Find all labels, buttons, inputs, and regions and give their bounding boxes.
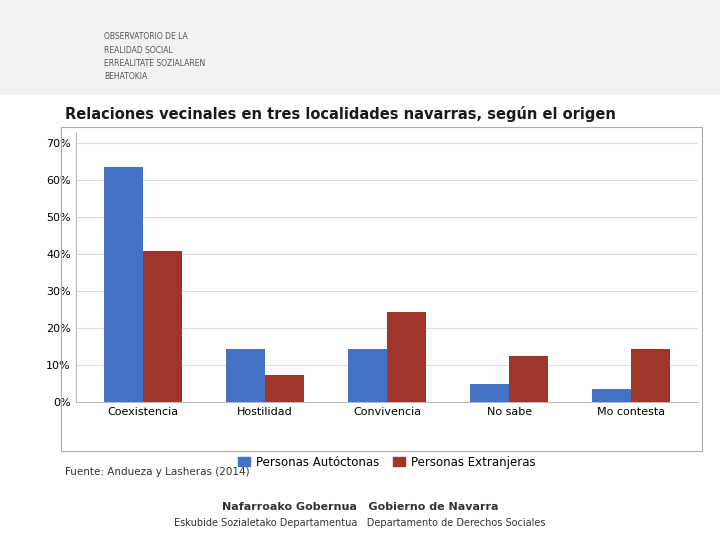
Text: Relaciones vecinales en tres localidades navarras, según el origen: Relaciones vecinales en tres localidades… [65, 105, 616, 122]
Text: Nafarroako Gobernua   Gobierno de Navarra: Nafarroako Gobernua Gobierno de Navarra [222, 502, 498, 511]
Text: Fuente: Andueza y Lasheras (2014): Fuente: Andueza y Lasheras (2014) [65, 467, 249, 477]
Text: OBSERVATORIO DE LA
REALIDAD SOCIAL
ERREALITATE SOZIALAREN
BEHATOKIA: OBSERVATORIO DE LA REALIDAD SOCIAL ERREA… [104, 32, 206, 81]
Legend: Personas Autóctonas, Personas Extranjeras: Personas Autóctonas, Personas Extranjera… [233, 451, 541, 474]
Text: Eskubide Sozialetako Departamentua   Departamento de Derechos Sociales: Eskubide Sozialetako Departamentua Depar… [174, 518, 546, 528]
Bar [592, 389, 631, 402]
Bar [265, 375, 304, 402]
Bar [104, 167, 143, 402]
Bar [470, 384, 509, 402]
Bar [348, 349, 387, 402]
Bar [509, 356, 548, 402]
Bar [226, 349, 265, 402]
Bar [143, 251, 182, 402]
Bar [631, 349, 670, 402]
Bar [387, 312, 426, 402]
